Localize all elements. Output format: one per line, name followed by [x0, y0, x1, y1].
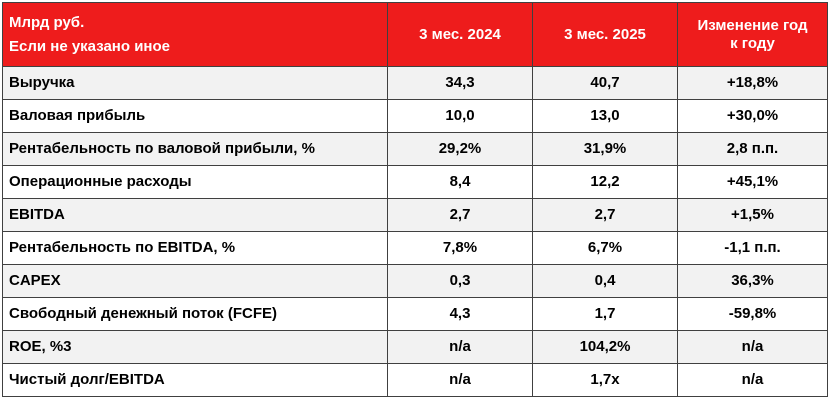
row-label: Операционные расходы: [2, 165, 388, 199]
table-row: ROE, %3 n/a 104,2% n/a: [2, 330, 828, 364]
value-2025: 31,9%: [532, 132, 678, 166]
value-2024: n/a: [387, 363, 533, 397]
value-change: 36,3%: [677, 264, 828, 298]
value-2025: 12,2: [532, 165, 678, 199]
financial-results-table: Млрд руб. Если не указано иное 3 мес. 20…: [2, 2, 828, 397]
value-2024: n/a: [387, 330, 533, 364]
table-row: Свободный денежный поток (FCFE) 4,3 1,7 …: [2, 297, 828, 331]
table-row: Чистый долг/EBITDA n/a 1,7x n/a: [2, 363, 828, 397]
table-row: Выручка 34,3 40,7 +18,8%: [2, 66, 828, 100]
table-row: Рентабельность по валовой прибыли, % 29,…: [2, 132, 828, 166]
value-2024: 4,3: [387, 297, 533, 331]
header-units-label: Млрд руб.: [9, 13, 85, 31]
value-change: n/a: [677, 330, 828, 364]
value-2025: 40,7: [532, 66, 678, 100]
header-yoy-change: Изменение год к году: [677, 2, 828, 67]
table-header: Млрд руб. Если не указано иное 3 мес. 20…: [2, 2, 828, 67]
value-2024: 8,4: [387, 165, 533, 199]
table-row: Рентабельность по EBITDA, % 7,8% 6,7% -1…: [2, 231, 828, 265]
row-label: Выручка: [2, 66, 388, 100]
value-2025: 6,7%: [532, 231, 678, 265]
value-2024: 2,7: [387, 198, 533, 232]
header-yoy-line1: Изменение год: [697, 16, 808, 34]
value-2024: 7,8%: [387, 231, 533, 265]
table-row: EBITDA 2,7 2,7 +1,5%: [2, 198, 828, 232]
header-period-2024: 3 мес. 2024: [387, 2, 533, 67]
value-change: -1,1 п.п.: [677, 231, 828, 265]
value-2024: 34,3: [387, 66, 533, 100]
header-period-2025: 3 мес. 2025: [532, 2, 678, 67]
header-units-cell: Млрд руб. Если не указано иное: [2, 2, 388, 67]
value-change: 2,8 п.п.: [677, 132, 828, 166]
value-change: +18,8%: [677, 66, 828, 100]
value-2024: 29,2%: [387, 132, 533, 166]
row-label: EBITDA: [2, 198, 388, 232]
row-label: Свободный денежный поток (FCFE): [2, 297, 388, 331]
value-2025: 1,7x: [532, 363, 678, 397]
value-change: +45,1%: [677, 165, 828, 199]
value-2025: 1,7: [532, 297, 678, 331]
row-label: Чистый долг/EBITDA: [2, 363, 388, 397]
table-row: Валовая прибыль 10,0 13,0 +30,0%: [2, 99, 828, 133]
row-label: ROE, %3: [2, 330, 388, 364]
header-row: Млрд руб. Если не указано иное 3 мес. 20…: [2, 2, 828, 67]
value-2025: 13,0: [532, 99, 678, 133]
table-row: CAPEX 0,3 0,4 36,3%: [2, 264, 828, 298]
header-yoy-line2: к году: [730, 34, 775, 52]
table-row: Операционные расходы 8,4 12,2 +45,1%: [2, 165, 828, 199]
table-body: Выручка 34,3 40,7 +18,8% Валовая прибыль…: [2, 66, 828, 397]
row-label: CAPEX: [2, 264, 388, 298]
value-2025: 104,2%: [532, 330, 678, 364]
row-label: Валовая прибыль: [2, 99, 388, 133]
value-2025: 0,4: [532, 264, 678, 298]
value-change: -59,8%: [677, 297, 828, 331]
value-change: n/a: [677, 363, 828, 397]
value-change: +30,0%: [677, 99, 828, 133]
value-2024: 0,3: [387, 264, 533, 298]
value-2024: 10,0: [387, 99, 533, 133]
row-label: Рентабельность по валовой прибыли, %: [2, 132, 388, 166]
row-label: Рентабельность по EBITDA, %: [2, 231, 388, 265]
value-2025: 2,7: [532, 198, 678, 232]
value-change: +1,5%: [677, 198, 828, 232]
header-units-note: Если не указано иное: [9, 37, 170, 55]
